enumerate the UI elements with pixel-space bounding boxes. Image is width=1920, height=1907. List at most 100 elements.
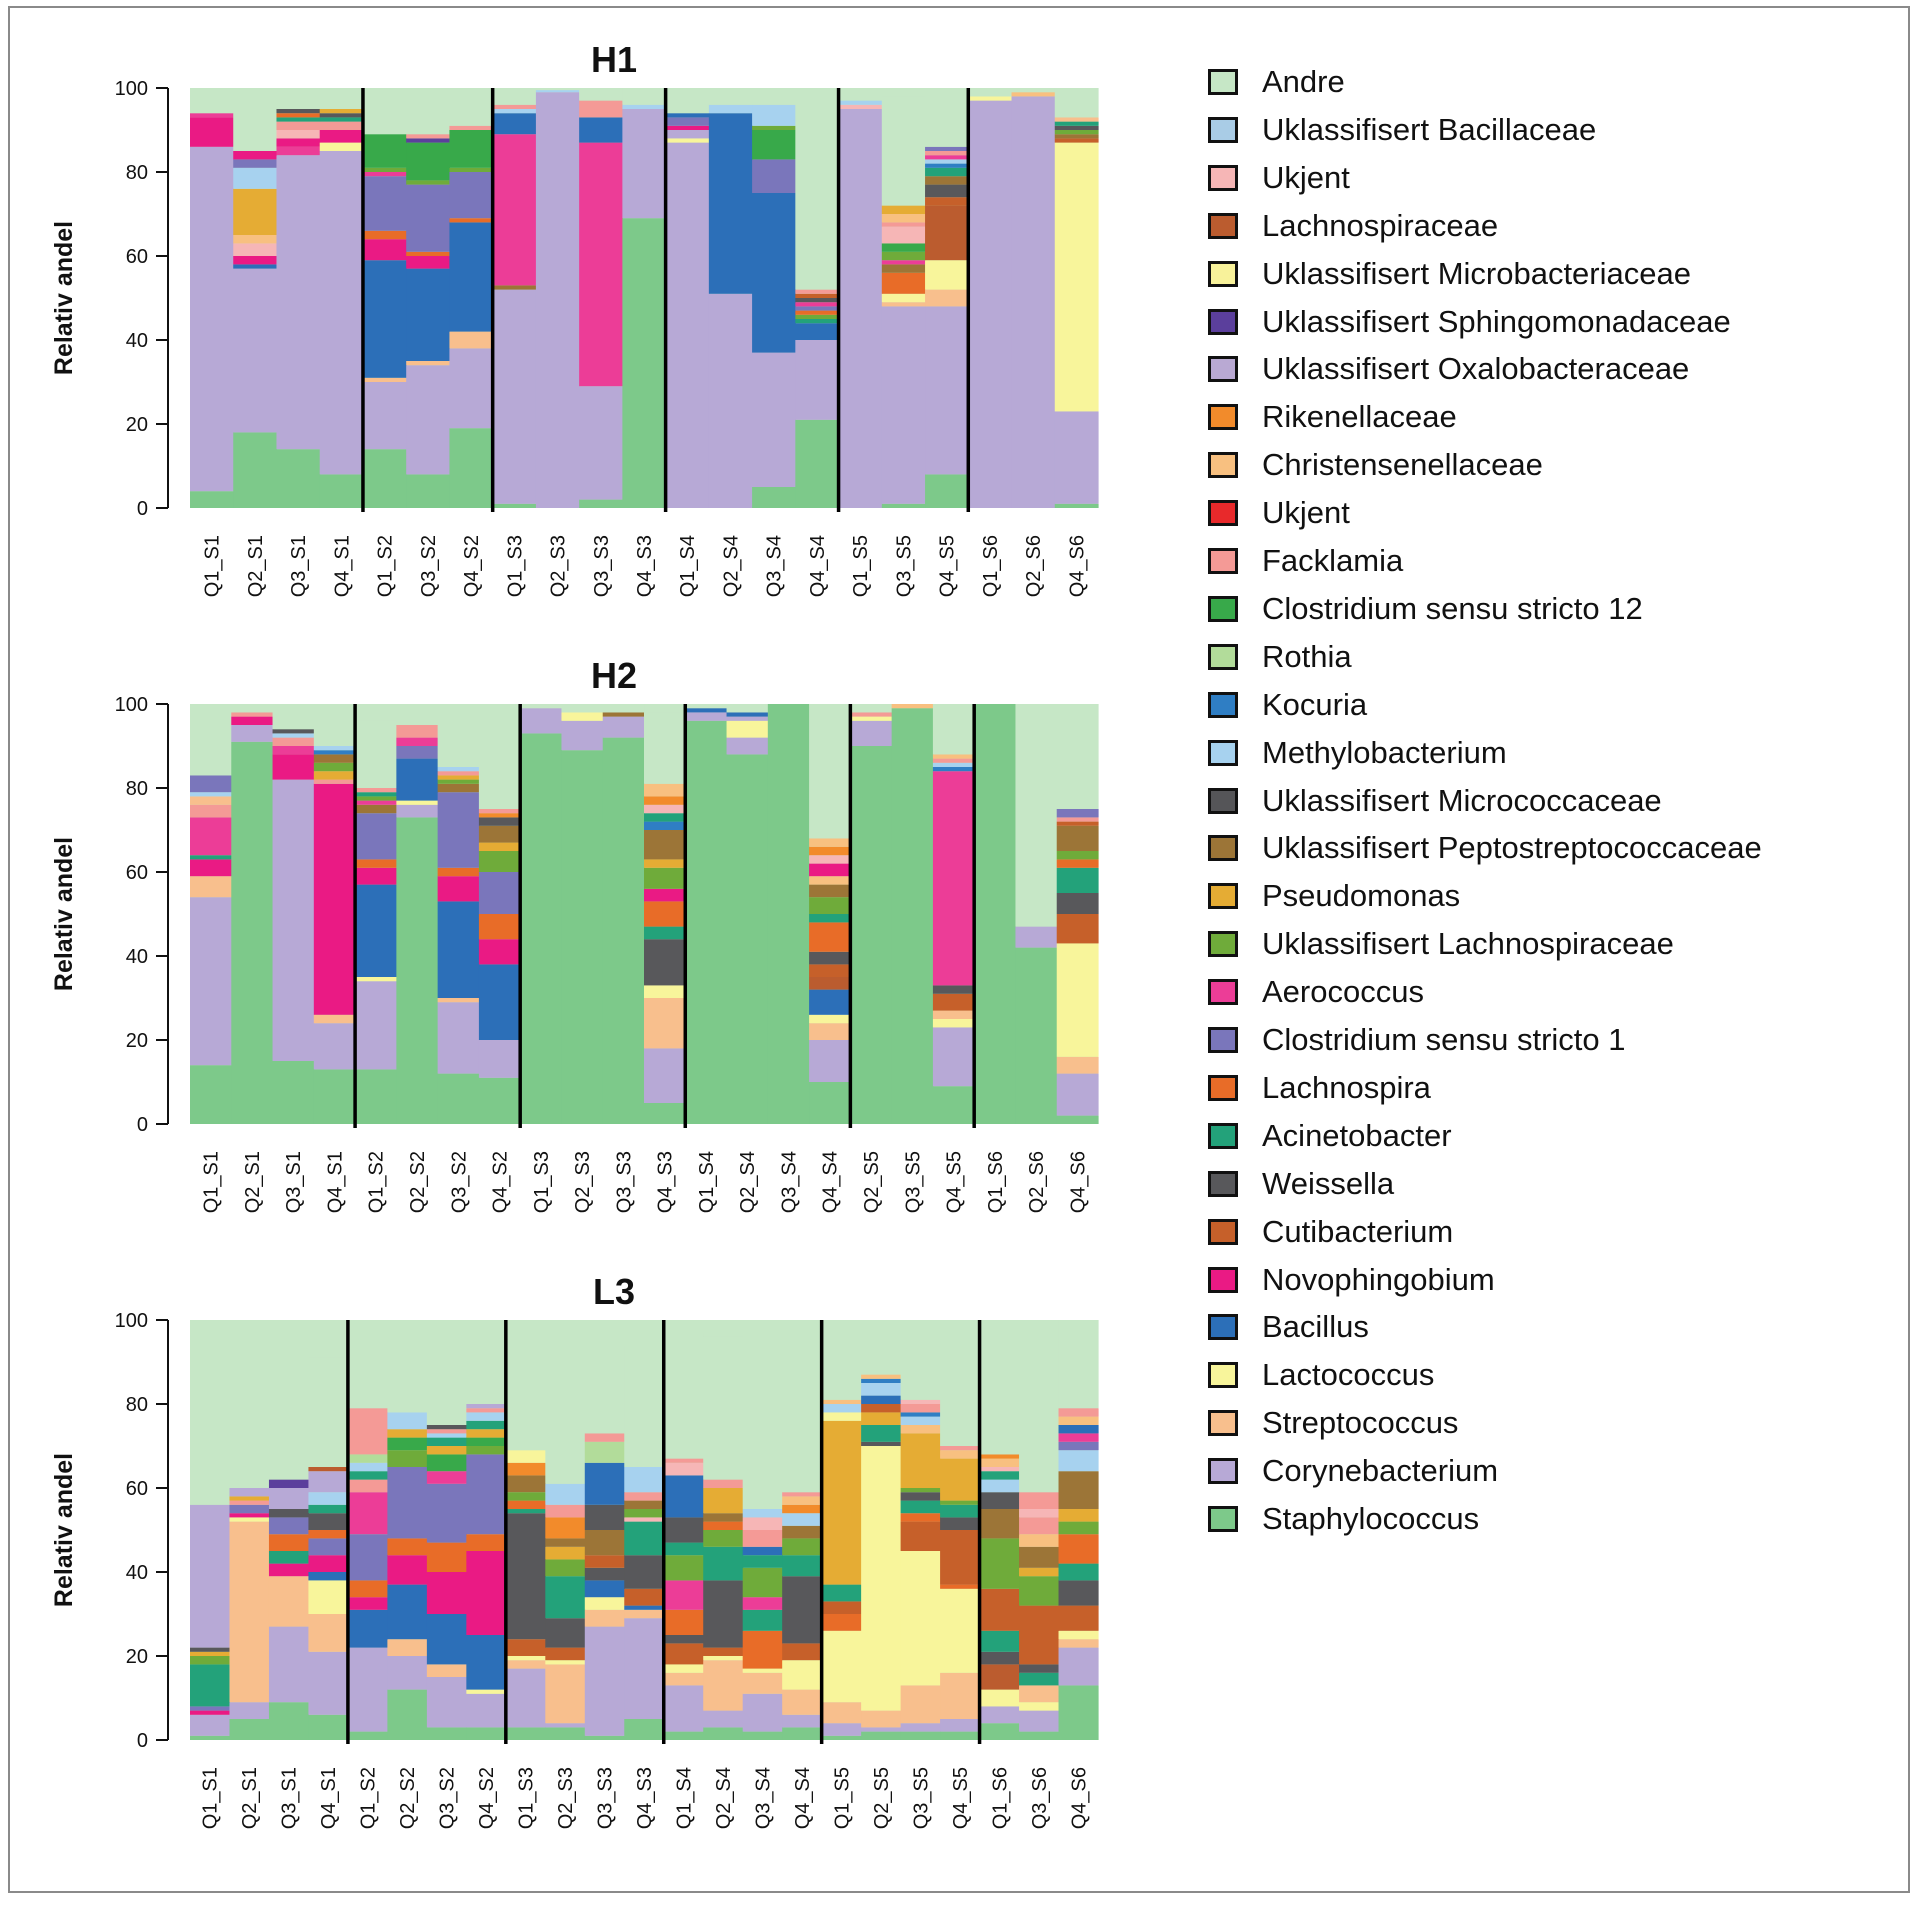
- bar-segment-staphylococcus: [272, 1061, 315, 1124]
- bar-segment-aerococcus: [795, 302, 840, 307]
- bar-segment-acinetobacter: [190, 855, 232, 860]
- bar-segment-corynebacterium: [742, 1693, 783, 1732]
- bar-segment-acinetobacter: [426, 1437, 467, 1446]
- bar-segment-corynebacterium: [979, 1706, 1020, 1724]
- bar-segment-bacillus: [347, 1609, 388, 1648]
- bar-segment-weissella: [276, 109, 321, 114]
- bar-segment-staphylococcus: [584, 1735, 625, 1740]
- bar-segment-uklassifisert-lachnospiraceae: [1054, 130, 1099, 135]
- bar-segment-weissella: [900, 1492, 941, 1501]
- bar-segment-andre: [584, 1345, 625, 1434]
- bar-segment-aerococcus: [272, 746, 315, 755]
- bar-segment-staphylococcus: [1056, 1115, 1099, 1124]
- bar-segment-lactococcus: [319, 142, 364, 151]
- bar-segment-streptococcus: [437, 998, 480, 1003]
- bar-segment-lactococcus: [979, 1689, 1020, 1707]
- bar-segment-novophingobium: [665, 125, 710, 130]
- x-tick-label: Q2_S3: [548, 535, 570, 597]
- bar-segment-andre: [406, 88, 451, 135]
- bar-segment-acinetobacter: [466, 1420, 507, 1430]
- bar-segment-corynebacterium: [313, 1023, 356, 1070]
- bar-segment-corynebacterium: [347, 1647, 388, 1732]
- bar-segment-corynebacterium: [584, 1626, 625, 1736]
- bar-segment-staphylococcus: [1058, 1685, 1099, 1740]
- x-tick-label: Q2_S1: [245, 535, 267, 597]
- bar-segment-lachnospira: [663, 1609, 704, 1635]
- bar-segment-methylobacterium: [925, 159, 969, 164]
- bar-segment-acinetobacter: [742, 1555, 783, 1568]
- x-tick-label: Q1_S6: [989, 1767, 1011, 1829]
- bar-q2-s6: [1015, 704, 1058, 1124]
- bar-segment-lactococcus: [900, 1551, 941, 1686]
- bar-segment-acinetobacter: [703, 1546, 744, 1581]
- bar-segment-methylobacterium: [233, 167, 278, 189]
- legend-item: Uklassifisert Microbacteriaceae: [1208, 254, 1691, 294]
- bar-segment-lactococcus: [1056, 943, 1099, 1057]
- legend-label: Rikenellaceae: [1262, 399, 1457, 435]
- bar-segment-clostridium-sensu-stricto-12: [362, 134, 407, 168]
- bar-segment-streptococcus: [809, 1023, 851, 1040]
- legend-label: Christensenellaceae: [1262, 447, 1543, 483]
- y-axis-label: Relativ andel: [50, 1453, 78, 1607]
- x-tick-label: Q1_S2: [358, 1767, 380, 1829]
- legend-swatch: [1208, 1170, 1238, 1197]
- bar-segment-lachnospira: [940, 1584, 981, 1589]
- bar-segment-weissella: [979, 1492, 1020, 1509]
- bar-segment-andre: [313, 704, 356, 746]
- legend-item: Aerococcus: [1208, 972, 1424, 1012]
- bar-segment-corynebacterium: [809, 1040, 851, 1082]
- bar-segment-pseudomonas: [437, 775, 480, 780]
- bar-q2-s3: [545, 1341, 586, 1740]
- bar-segment-corynebacterium: [190, 1714, 231, 1736]
- bar-segment-bacillus: [308, 1572, 349, 1581]
- bar-segment-bacillus: [437, 901, 480, 998]
- bar-segment-staphylococcus: [602, 737, 645, 1124]
- bar-segment-lactococcus: [466, 1689, 507, 1694]
- bar-segment-uklassifisert-lachnospiraceae: [742, 1567, 783, 1598]
- y-tick-label: 100: [115, 78, 148, 100]
- bar-segment-lachnospira: [268, 1534, 310, 1551]
- bar-segment-christensenellaceae: [940, 1450, 981, 1459]
- bar-segment-andre: [932, 704, 975, 755]
- bar-segment-corynebacterium: [821, 1723, 862, 1736]
- bar-segment-cutibacterium: [1019, 1605, 1060, 1665]
- bar-segment-staphylococcus: [767, 704, 810, 1124]
- bar-segment-rikenellaceae: [505, 1462, 546, 1476]
- x-tick-label: Q4_S5: [937, 535, 959, 597]
- bar-segment-andre: [782, 1362, 823, 1493]
- bar-segment-facklamia: [1058, 1408, 1099, 1417]
- bar-segment-ukjent: [276, 130, 321, 139]
- bar-q1-s4: [663, 1332, 704, 1740]
- bar-segment-acinetobacter: [663, 1542, 704, 1556]
- bar-segment-pseudomonas: [190, 1651, 231, 1656]
- bar-segment-bacillus: [406, 268, 451, 361]
- bar-segment-lactococcus: [821, 1630, 862, 1703]
- bar-segment-facklamia: [272, 737, 315, 746]
- bar-segment-clostridium-sensu-stricto-1: [347, 1534, 388, 1581]
- legend-swatch: [1208, 1362, 1238, 1389]
- bar-segment-aerococcus: [663, 1580, 704, 1610]
- bar-segment-facklamia: [881, 222, 926, 227]
- bar-segment-ukjent: [900, 1399, 941, 1404]
- bar-segment-methylobacterium: [742, 1509, 783, 1518]
- bar-segment-facklamia: [1019, 1517, 1060, 1535]
- bar-segment-staphylococcus: [319, 474, 364, 508]
- bar-segment-pseudomonas: [861, 1412, 902, 1425]
- bar-segment-cutibacterium: [809, 964, 851, 977]
- bar-segment-bacillus: [478, 964, 521, 1040]
- bar-q3-s2: [426, 1320, 467, 1740]
- legend-item: Uklassifisert Oxalobacteraceae: [1208, 349, 1689, 389]
- bar-segment-rikenellaceae: [478, 813, 521, 818]
- bar-segment-andre: [478, 737, 521, 809]
- bar-segment-ukjent: [663, 1462, 704, 1476]
- x-tick-label: Q3_S4: [778, 1151, 800, 1213]
- bar-segment-acinetobacter: [624, 1521, 665, 1556]
- bar-segment-staphylococcus: [974, 704, 1017, 1124]
- bar-q3-s6: [1019, 1320, 1060, 1740]
- bar-segment-uklassifisert-peptostreptococcaceae: [584, 1530, 625, 1556]
- bar-segment-andre: [850, 704, 893, 713]
- bar-segment-lactococcus: [850, 716, 893, 721]
- bar-segment-cutibacterium: [795, 293, 840, 298]
- bar-q4-s1: [319, 88, 364, 508]
- bar-segment-weissella: [478, 817, 521, 826]
